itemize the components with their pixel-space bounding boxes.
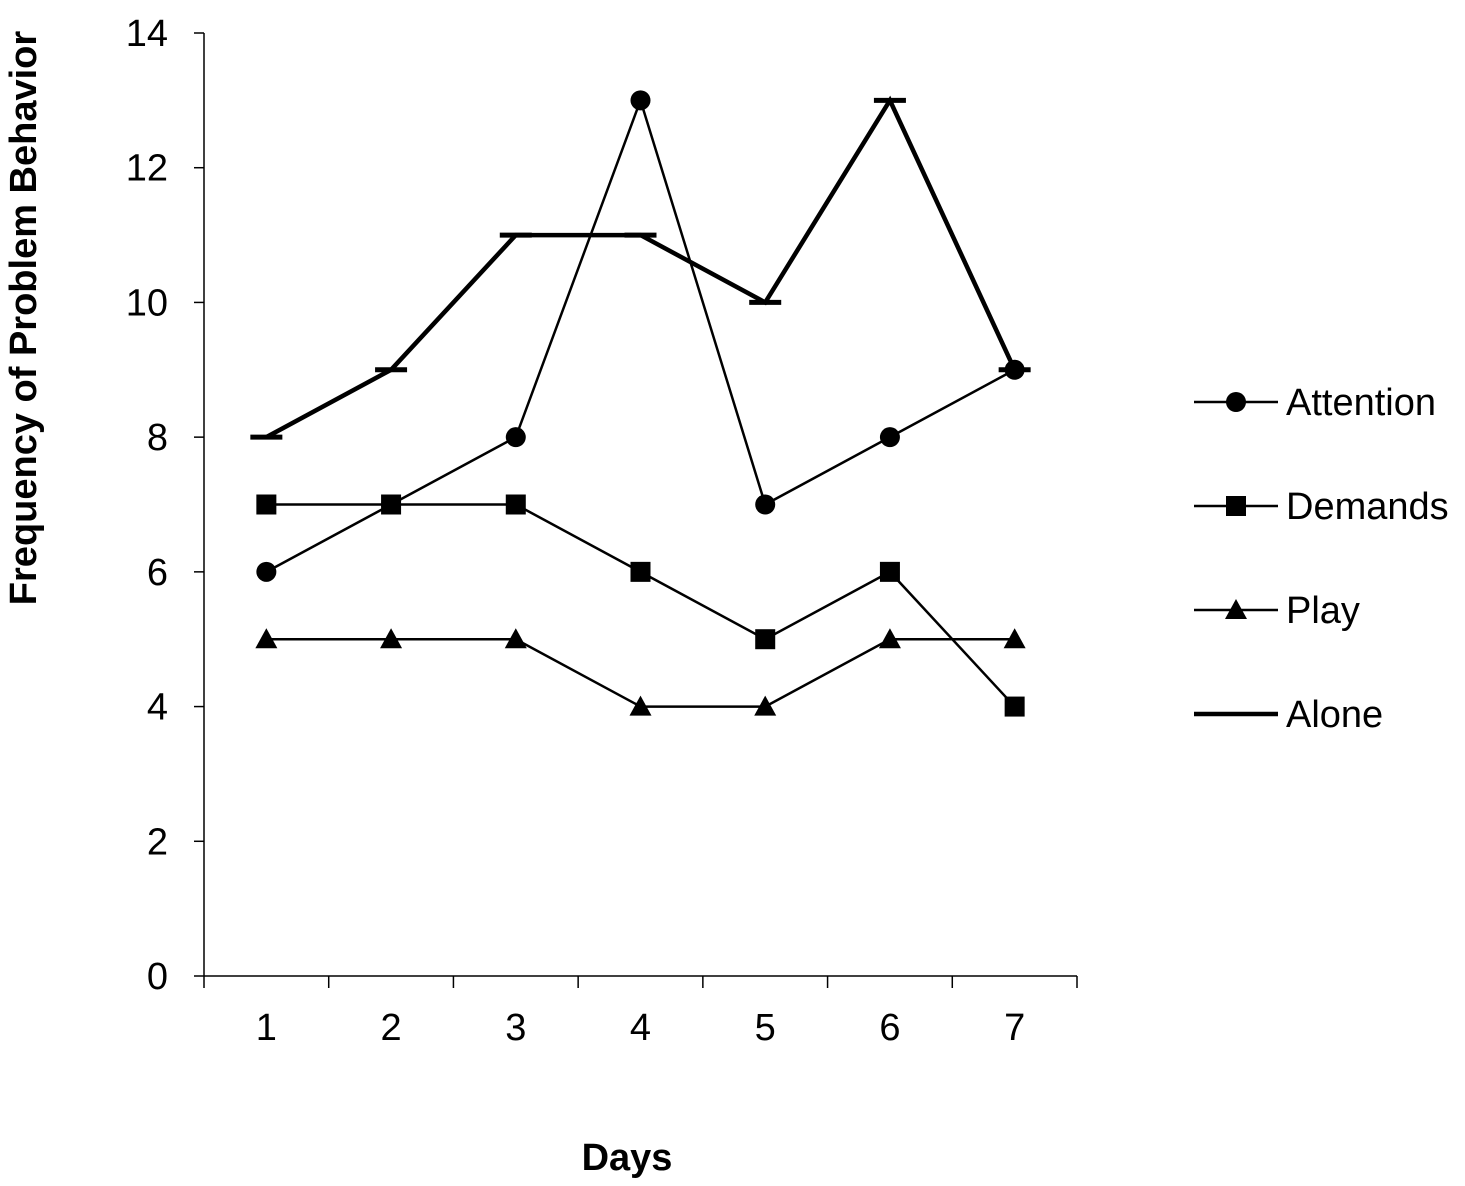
data-point-attention xyxy=(505,427,526,448)
series-line-demands xyxy=(266,503,1016,708)
y-tick-label: 14 xyxy=(126,13,168,55)
data-point-demands xyxy=(1004,696,1025,717)
data-point-demands xyxy=(879,561,900,582)
data-point-play xyxy=(878,628,901,649)
y-tick-label: 4 xyxy=(147,687,168,729)
data-point-attention xyxy=(755,494,776,515)
x-tick-label: 6 xyxy=(879,1007,900,1049)
data-point-play xyxy=(504,628,527,649)
legend-label-attention: Attention xyxy=(1286,382,1436,424)
x-tick-label: 5 xyxy=(755,1007,776,1049)
series-alone xyxy=(250,95,1031,440)
legend-item-alone: Alone xyxy=(1194,694,1383,736)
legend-item-attention: Attention xyxy=(1194,382,1436,424)
x-tick-label: 7 xyxy=(1004,1007,1025,1049)
data-point-demands xyxy=(630,561,651,582)
legend-marker-attention xyxy=(1226,392,1246,412)
y-tick-label: 8 xyxy=(147,417,168,459)
x-tick-label: 2 xyxy=(381,1007,402,1049)
x-axis-title: Days xyxy=(582,1137,673,1179)
data-point-demands xyxy=(755,629,776,650)
legend-item-demands: Demands xyxy=(1194,486,1449,528)
legend-label-demands: Demands xyxy=(1286,486,1449,528)
y-tick-label: 2 xyxy=(147,821,168,863)
legend: Attention Demands Play Alone xyxy=(1194,382,1449,736)
y-tick-label: 0 xyxy=(147,956,168,998)
data-point-play xyxy=(380,628,403,649)
series-demands xyxy=(256,494,1025,717)
series-line-alone xyxy=(265,95,1017,440)
data-point-attention xyxy=(879,427,900,448)
series-layer xyxy=(250,90,1031,717)
data-point-play xyxy=(754,695,777,716)
y-axis-title: Frequency of Problem Behavior xyxy=(3,31,45,606)
series-line-attention xyxy=(265,96,1016,573)
data-point-play xyxy=(629,695,652,716)
legend-label-play: Play xyxy=(1286,590,1360,632)
data-point-attention xyxy=(256,561,277,582)
data-point-play xyxy=(1003,628,1026,649)
data-point-demands xyxy=(256,494,277,515)
y-tick-label: 10 xyxy=(126,282,168,324)
data-point-demands xyxy=(381,494,402,515)
data-point-demands xyxy=(505,494,526,515)
legend-label-alone: Alone xyxy=(1286,694,1383,736)
y-tick-label: 12 xyxy=(126,148,168,190)
legend-item-play: Play xyxy=(1194,590,1360,632)
series-attention xyxy=(256,90,1025,582)
data-point-play xyxy=(255,628,278,649)
legend-marker-play xyxy=(1225,599,1247,619)
y-tick-label: 6 xyxy=(147,552,168,594)
x-tick-label: 3 xyxy=(505,1007,526,1049)
x-tick-label: 4 xyxy=(630,1007,651,1049)
series-play xyxy=(255,628,1026,716)
x-tick-label: 1 xyxy=(256,1007,277,1049)
data-point-attention xyxy=(630,90,651,111)
legend-marker-demands xyxy=(1226,496,1246,516)
